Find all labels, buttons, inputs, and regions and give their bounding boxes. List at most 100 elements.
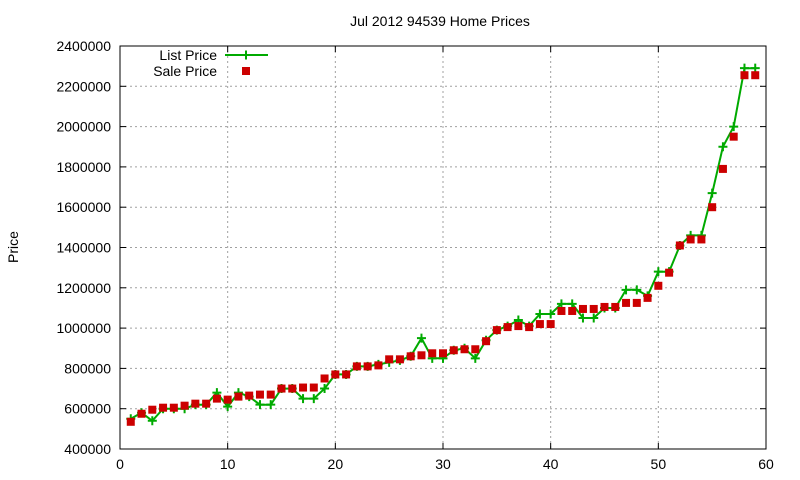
sale-price-point bbox=[212, 394, 221, 403]
list-price-point bbox=[416, 333, 426, 343]
list-price-point bbox=[707, 188, 717, 198]
y-tick-label: 1800000 bbox=[56, 159, 111, 175]
list-price-point bbox=[621, 285, 631, 295]
sale-price-point bbox=[751, 71, 760, 80]
y-tick-label: 1400000 bbox=[56, 240, 111, 256]
list-price-point bbox=[718, 142, 728, 152]
sale-price-point bbox=[482, 337, 491, 346]
list-price-point bbox=[320, 384, 330, 394]
sale-price-point bbox=[514, 322, 523, 331]
sale-price-point bbox=[675, 241, 684, 250]
sale-price-point bbox=[202, 399, 211, 408]
sale-price-point bbox=[449, 346, 458, 355]
sale-price-point bbox=[557, 306, 566, 315]
sale-price-point bbox=[137, 409, 146, 418]
y-axis-label: Price bbox=[5, 231, 21, 263]
sale-price-point bbox=[546, 320, 555, 329]
sale-price-point bbox=[417, 351, 426, 360]
list-price-point bbox=[578, 313, 588, 323]
y-tick-label: 600000 bbox=[64, 401, 111, 417]
list-price-point bbox=[632, 285, 642, 295]
y-tick-label: 400000 bbox=[64, 441, 111, 457]
sale-price-point bbox=[718, 164, 727, 173]
sale-price-point bbox=[385, 355, 394, 364]
sale-price-point bbox=[288, 384, 297, 393]
sale-price-point bbox=[363, 362, 372, 371]
sale-price-point bbox=[374, 361, 383, 370]
legend-label-sale-price: Sale Price bbox=[153, 63, 217, 79]
sale-price-point bbox=[729, 132, 738, 141]
sale-price-point bbox=[535, 320, 544, 329]
sale-price-point bbox=[428, 349, 437, 358]
sale-price-point bbox=[622, 298, 631, 307]
sale-price-point bbox=[589, 304, 598, 313]
list-price-point bbox=[567, 299, 577, 309]
list-price-point bbox=[546, 309, 556, 319]
sale-price-point bbox=[234, 392, 243, 401]
sale-price-point bbox=[503, 323, 512, 332]
sale-price-point bbox=[708, 203, 717, 212]
x-tick-label: 10 bbox=[220, 456, 236, 472]
y-tick-label: 800000 bbox=[64, 360, 111, 376]
list-price-point bbox=[298, 394, 308, 404]
sale-price-point bbox=[460, 345, 469, 354]
sale-price-point bbox=[406, 352, 415, 361]
sale-price-point bbox=[697, 235, 706, 244]
list-price-point bbox=[223, 402, 233, 412]
axis-ticks: 0 10 20 30 40 50 60 400000 600000 800000 1000000 12… bbox=[56, 38, 774, 472]
sale-price-point bbox=[342, 370, 351, 379]
sale-price-point bbox=[395, 355, 404, 364]
y-tick-label: 2000000 bbox=[56, 119, 111, 135]
list-price-point bbox=[309, 394, 319, 404]
legend-marker-list-price bbox=[241, 50, 251, 60]
sale-price-point bbox=[740, 71, 749, 80]
sale-price-point bbox=[223, 395, 232, 404]
sale-price-point bbox=[600, 302, 609, 311]
list-price-point bbox=[589, 313, 599, 323]
y-tick-label: 1200000 bbox=[56, 280, 111, 296]
x-tick-label: 20 bbox=[328, 456, 344, 472]
sale-price-point bbox=[245, 391, 254, 400]
y-tick-label: 1000000 bbox=[56, 320, 111, 336]
sale-price-point bbox=[632, 298, 641, 307]
sale-price-point bbox=[180, 401, 189, 410]
list-price-point bbox=[653, 267, 663, 277]
y-tick-label: 2200000 bbox=[56, 78, 111, 94]
x-tick-label: 0 bbox=[116, 456, 124, 472]
sale-price-point bbox=[309, 383, 318, 392]
y-tick-label: 2400000 bbox=[56, 38, 111, 54]
sale-price-point bbox=[169, 403, 178, 412]
list-price-point bbox=[266, 400, 276, 410]
x-tick-label: 60 bbox=[758, 456, 774, 472]
sale-price-point bbox=[126, 417, 135, 426]
x-tick-label: 30 bbox=[435, 456, 451, 472]
list-price-point bbox=[556, 299, 566, 309]
sale-price-point bbox=[471, 345, 480, 354]
list-price-point bbox=[535, 309, 545, 319]
plot-frame bbox=[119, 45, 767, 450]
list-price-point bbox=[750, 63, 760, 73]
sale-price-point bbox=[299, 383, 308, 392]
sale-price-point bbox=[159, 403, 168, 412]
grid-lines bbox=[120, 46, 766, 449]
x-tick-label: 40 bbox=[543, 456, 559, 472]
sale-price-point bbox=[611, 302, 620, 311]
sale-price-point bbox=[277, 384, 286, 393]
data-series bbox=[126, 63, 760, 426]
list-price-point bbox=[470, 353, 480, 363]
legend-label-list-price: List Price bbox=[159, 47, 217, 63]
legend-marker-sale-price bbox=[242, 67, 250, 75]
sale-price-point bbox=[578, 304, 587, 313]
sale-price-point bbox=[148, 405, 157, 414]
sale-price-point bbox=[266, 390, 275, 399]
list-price-point bbox=[255, 400, 265, 410]
y-tick-label: 1600000 bbox=[56, 199, 111, 215]
sale-price-point bbox=[568, 306, 577, 315]
sale-price-point bbox=[191, 399, 200, 408]
x-tick-label: 50 bbox=[651, 456, 667, 472]
legend: List Price Sale Price bbox=[153, 47, 268, 79]
sale-price-point bbox=[654, 281, 663, 290]
sale-price-point bbox=[331, 370, 340, 379]
sale-price-point bbox=[665, 268, 674, 277]
